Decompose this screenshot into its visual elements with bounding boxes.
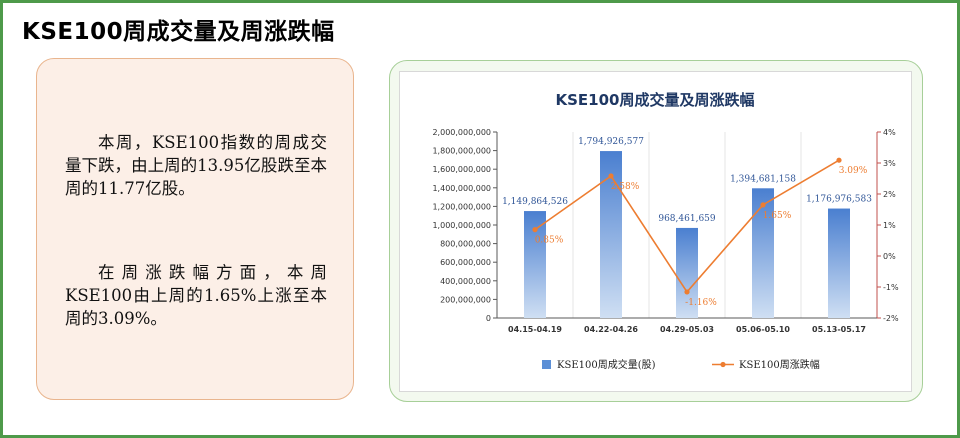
left-tick-label: 200,000,000	[440, 295, 491, 304]
volume-bar-label: 968,461,659	[658, 214, 716, 224]
left-tick-label: 1,800,000,000	[432, 147, 491, 156]
summary-card: 本周，KSE100指数的周成交量下跌，由上周的13.95亿股跌至本周的11.77…	[36, 58, 354, 400]
right-tick-label: 2%	[883, 190, 896, 199]
chart-panel: KSE100周成交量及周涨跌幅 0 200,000,000 400,000,000 6…	[399, 71, 912, 392]
change-point-label: 2.58%	[611, 182, 640, 192]
legend: KSE100周成交量(股) KSE100周涨跌幅	[542, 358, 820, 371]
change-point-label: 1.65%	[763, 211, 792, 221]
summary-paragraph-volume: 本周，KSE100指数的周成交量下跌，由上周的13.95亿股跌至本周的11.77…	[65, 133, 327, 198]
volume-bars	[524, 151, 850, 318]
change-point	[684, 289, 690, 295]
right-tick-label: 1%	[883, 221, 896, 230]
category-label: 05.13-05.17	[812, 325, 866, 334]
right-tick-label: 4%	[883, 128, 896, 137]
volume-bar	[524, 211, 546, 318]
legend-bar-label: KSE100周成交量(股)	[557, 358, 656, 371]
left-tick-label: 2,000,000,000	[432, 128, 491, 137]
left-tick-label: 1,600,000,000	[432, 165, 491, 174]
chart-card: KSE100周成交量及周涨跌幅 0 200,000,000 400,000,000 6…	[389, 60, 923, 402]
change-point	[836, 157, 842, 163]
change-point-label: -1.16%	[685, 298, 717, 308]
change-point	[760, 202, 766, 208]
category-label: 05.06-05.10	[736, 325, 790, 334]
volume-bar	[752, 188, 774, 318]
volume-bar-label: 1,149,864,526	[502, 197, 568, 207]
right-tick-label: -2%	[883, 314, 899, 323]
summary-paragraph-change: 在周涨跌幅方面，本周KSE100由上周的1.65%上涨至本周的3.09%。	[65, 263, 327, 328]
volume-bar	[676, 227, 698, 318]
left-tick-label: 400,000,000	[440, 277, 491, 286]
left-tick-label: 1,200,000,000	[432, 202, 491, 211]
change-point-label: 3.09%	[839, 166, 868, 176]
left-tick-label: 1,400,000,000	[432, 184, 491, 193]
category-label: 04.22-04.26	[584, 325, 638, 334]
category-label: 04.29-05.03	[660, 325, 714, 334]
category-label: 04.15-04.19	[508, 325, 562, 334]
data-labels: 1,149,864,526 1,794,926,577 968,461,659 1,3…	[502, 137, 872, 308]
left-tick-label: 800,000,000	[440, 240, 491, 249]
legend-line-label: KSE100周涨跌幅	[739, 358, 820, 371]
left-tick-label: 600,000,000	[440, 258, 491, 267]
change-line	[532, 157, 842, 295]
right-tick-label: 0%	[883, 252, 896, 261]
left-tick-label: 0	[486, 314, 491, 323]
volume-bar	[600, 151, 622, 318]
right-tick-label: 3%	[883, 159, 896, 168]
left-tick-label: 1,000,000,000	[432, 221, 491, 230]
combo-chart: KSE100周成交量及周涨跌幅 0 200,000,000 400,000,000 6…	[432, 91, 899, 371]
change-point-label: 0.85%	[535, 236, 564, 246]
volume-bar-label: 1,176,976,583	[806, 195, 872, 205]
page-title: KSE100周成交量及周涨跌幅	[22, 19, 335, 45]
right-tick-label: -1%	[883, 283, 899, 292]
chart-title: KSE100周成交量及周涨跌幅	[556, 91, 755, 109]
change-point	[532, 227, 538, 233]
legend-line-marker	[720, 361, 726, 368]
volume-bar-label: 1,394,681,158	[730, 174, 796, 184]
volume-bar-label: 1,794,926,577	[578, 137, 644, 147]
legend-bar-swatch	[542, 360, 551, 369]
change-point	[608, 173, 614, 179]
volume-bar	[828, 208, 850, 318]
